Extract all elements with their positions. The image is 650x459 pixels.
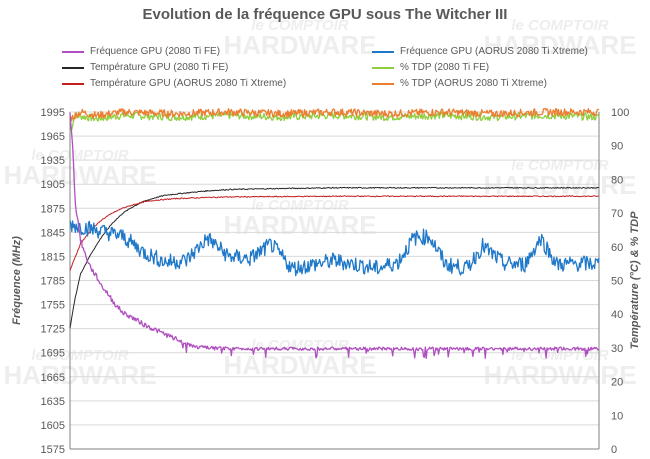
y2-tick-label: 60	[611, 242, 623, 254]
legend-label: Fréquence GPU (AORUS 2080 Ti Xtreme)	[400, 46, 588, 57]
legend: Fréquence GPU (2080 Ti FE) Fréquence GPU…	[0, 46, 650, 94]
y-tick-label: 1725	[41, 324, 65, 336]
legend-swatch	[372, 66, 394, 69]
y-tick-label: 1755	[41, 300, 65, 312]
watermark-text: le COMPTOIR	[511, 157, 608, 174]
watermark-text: HARDWARE	[483, 360, 636, 390]
y-axis-title: Fréquence (MHz)	[11, 236, 23, 325]
watermark-text: HARDWARE	[3, 160, 156, 190]
legend-entry-temp-aorus: Température GPU (AORUS 2080 Ti Xtreme)	[62, 78, 286, 89]
legend-swatch	[62, 50, 84, 53]
watermark-text: HARDWARE	[483, 170, 636, 200]
legend-entry-temp-fe: Température GPU (2080 Ti FE)	[62, 62, 228, 73]
series-line	[69, 112, 600, 359]
y2-tick-label: 90	[611, 141, 623, 153]
legend-label: % TDP (2080 Ti FE)	[400, 62, 490, 73]
legend-label: Température GPU (2080 Ti FE)	[90, 62, 229, 73]
legend-entry-freq-aorus: Fréquence GPU (AORUS 2080 Ti Xtreme)	[372, 46, 588, 57]
watermark-text: le COMPTOIR	[251, 17, 348, 34]
watermark-text: HARDWARE	[223, 30, 376, 60]
watermark-text: le COMPTOIR	[251, 337, 348, 354]
legend-swatch	[62, 66, 84, 69]
series-line	[69, 220, 600, 277]
legend-label: Température GPU (AORUS 2080 Ti Xtreme)	[90, 78, 287, 89]
watermark-text: HARDWARE	[483, 30, 636, 60]
legend-label: % TDP (AORUS 2080 Ti Xtreme)	[400, 78, 547, 89]
y-tick-label: 1995	[41, 107, 65, 119]
y-tick-label: 1695	[41, 348, 65, 360]
watermark-text: HARDWARE	[223, 350, 376, 380]
y2-tick-label: 50	[611, 276, 623, 288]
legend-entry-tdp-aorus: % TDP (AORUS 2080 Ti Xtreme)	[372, 78, 547, 89]
watermark-text: le COMPTOIR	[251, 197, 348, 214]
legend-swatch	[372, 50, 394, 53]
y2-axis-title: Température (°C) & % TDP	[629, 211, 641, 350]
y-tick-label: 1815	[41, 251, 65, 263]
watermark-text: le COMPTOIR	[511, 17, 608, 34]
series-line	[69, 186, 599, 329]
y-tick-label: 1875	[41, 203, 65, 215]
legend-swatch	[372, 82, 394, 85]
y-tick-label: 1905	[41, 179, 65, 191]
watermark-text: le COMPTOIR	[31, 347, 128, 364]
legend-label: Fréquence GPU (2080 Ti FE)	[90, 46, 221, 57]
legend-entry-tdp-fe: % TDP (2080 Ti FE)	[372, 62, 489, 73]
y-tick-label: 1575	[41, 444, 65, 456]
series-line	[69, 107, 600, 122]
y2-tick-label: 80	[611, 174, 623, 186]
series-line	[69, 195, 600, 271]
y2-tick-label: 40	[611, 309, 623, 321]
legend-swatch	[62, 82, 84, 85]
y2-tick-label: 20	[611, 377, 623, 389]
y-tick-label: 1665	[41, 372, 65, 384]
watermark-text: HARDWARE	[3, 360, 156, 390]
chart-title: Evolution de la fréquence GPU sous The W…	[142, 6, 508, 23]
y2-tick-label: 100	[611, 107, 629, 119]
y2-tick-label: 70	[611, 208, 623, 220]
watermark-text: HARDWARE	[223, 210, 376, 240]
y-tick-label: 1845	[41, 227, 65, 239]
y2-tick-label: 30	[611, 343, 623, 355]
y-tick-label: 1635	[41, 396, 65, 408]
legend-entry-freq-fe: Fréquence GPU (2080 Ti FE)	[62, 46, 220, 57]
y-tick-label: 1605	[41, 420, 65, 432]
watermark-text: le COMPTOIR	[511, 347, 608, 364]
y-tick-label: 1935	[41, 155, 65, 167]
y-tick-label: 1785	[41, 276, 65, 288]
y-tick-label: 1965	[41, 131, 65, 143]
y2-tick-label: 0	[611, 444, 617, 456]
y2-tick-label: 10	[611, 410, 623, 422]
